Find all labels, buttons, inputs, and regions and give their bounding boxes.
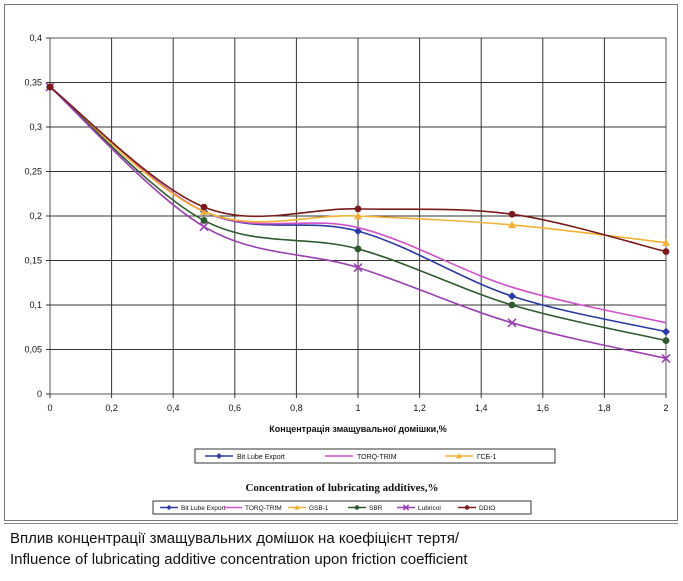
legend-bottom-marker-2 [294, 504, 300, 510]
x-tick-label: 0,8 [290, 403, 303, 413]
legend-bottom-marker-0 [166, 504, 172, 511]
friction-chart: 0 0,2 0,4 0,6 0,8 1 1,2 1,4 1,6 1,8 2 0 0,05 0,1 0,15 0… [24, 33, 671, 515]
series-2-point-2 [354, 212, 362, 220]
series-5-point-4 [662, 248, 670, 256]
x-axis-label: Концентрація змащувальної домішки,% [269, 424, 446, 434]
legend-bottom-box [152, 500, 532, 515]
legend-bottom-label-5: DDIO [479, 505, 495, 512]
legend-top-marker-2 [456, 453, 462, 459]
figure-caption: Вплив концентрації змащувальних домішок … [10, 528, 675, 570]
legend-top-box [194, 448, 556, 464]
caption-line-1: Вплив концентрації змащувальних домішок … [10, 530, 460, 547]
legend-title: Concentration of lubricating additives,% [245, 482, 438, 494]
legend-bottom-label-2: GSB-1 [309, 505, 329, 512]
legend-top-label-0: Bit Lube Export [237, 454, 285, 461]
series-3-point-2 [354, 245, 362, 253]
series-3-point-4 [662, 337, 670, 344]
legend-top-label-2: ГСБ-1 [477, 454, 496, 461]
x-tick-label: 0,6 [229, 403, 242, 413]
series-0-point-4 [662, 327, 670, 336]
caption-separator [4, 523, 678, 524]
legend-top-marker-0 [216, 453, 222, 459]
series-0-point-2 [354, 227, 362, 236]
y-tick-label: 0,05 [24, 345, 42, 355]
series-4-point-4 [661, 353, 671, 363]
legend-bottom-marker-3 [354, 505, 360, 510]
series-5-point-3 [508, 210, 516, 218]
x-tick-label: 1,6 [537, 403, 550, 413]
x-tick-label: 0,4 [167, 403, 180, 413]
x-tick-label: 2 [663, 403, 668, 413]
y-tick-label: 0,35 [24, 78, 42, 88]
series-0-point-3 [508, 292, 516, 301]
legend-bottom-label-1: TORQ-TRIM [245, 505, 282, 512]
y-tick-label: 0,1 [29, 300, 42, 310]
series-2-point-1 [200, 207, 208, 215]
series-5-point-1 [200, 203, 208, 211]
x-tick-label: 1,4 [475, 403, 488, 413]
y-tick-label: 0,25 [24, 167, 42, 177]
y-tick-label: 0,3 [29, 122, 42, 132]
legend-bottom-label-0: Bit Lube Export [181, 505, 226, 512]
legend-bottom-label-3: SBR [369, 505, 383, 512]
y-tick-label: 0 [37, 389, 42, 399]
legend-bottom-marker-4 [402, 504, 410, 511]
series-4-point-2 [353, 263, 363, 273]
series-4-point-3 [507, 318, 517, 328]
x-tick-label: 1,2 [413, 403, 426, 413]
series-5-point-2 [354, 205, 362, 213]
series-2-point-4 [662, 238, 670, 246]
legend-top-label-1: TORQ-TRIM [357, 454, 397, 461]
series-3-point-3 [508, 301, 516, 309]
x-tick-label: 1 [355, 403, 360, 413]
y-tick-label: 0,2 [29, 211, 42, 221]
x-tick-label: 0,2 [105, 403, 118, 413]
x-tick-label: 0 [47, 403, 52, 413]
series-4-point-1 [199, 222, 209, 232]
y-tick-label: 0,4 [29, 33, 42, 43]
legend-bottom-marker-5 [464, 505, 470, 510]
series-2-point-3 [508, 220, 516, 229]
series-5-point-0 [46, 83, 54, 91]
x-tick-label: 1,8 [598, 403, 611, 413]
series-3-point-1 [200, 217, 208, 224]
caption-line-2: Influence of lubricating additive concen… [10, 551, 468, 568]
y-tick-label: 0,15 [24, 256, 42, 266]
legend-bottom-label-4: Lubricol [418, 505, 441, 512]
